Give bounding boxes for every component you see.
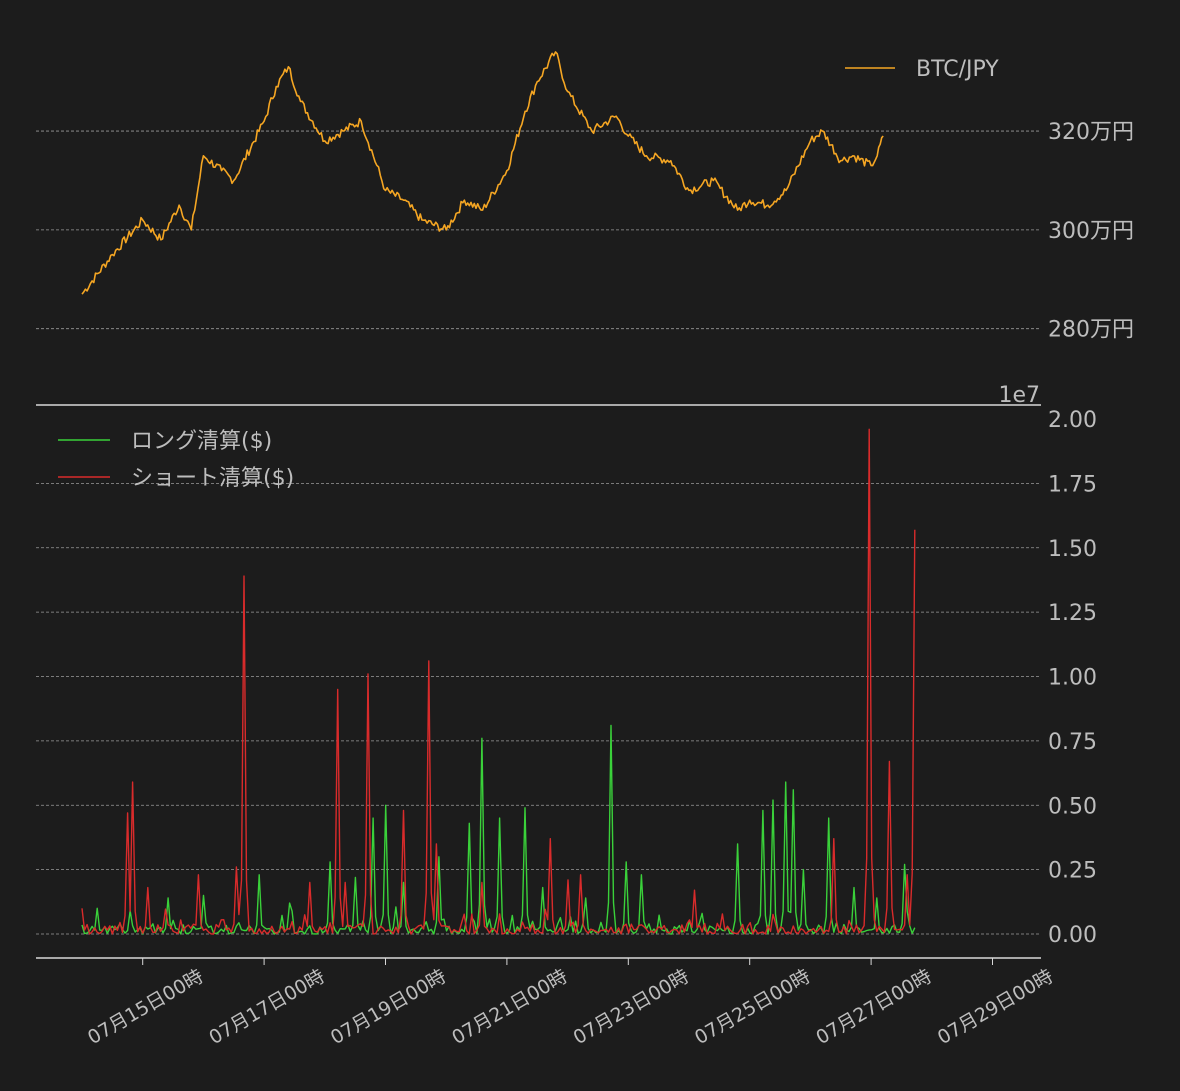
- btc-jpy-price-line: [81, 51, 884, 295]
- x-tick-label: 07月17日00時: [205, 965, 328, 1049]
- y-offset-label: 1e7: [998, 383, 1040, 408]
- liquidation-y-tick-label: 2.00: [1048, 408, 1097, 433]
- x-tick-label: 07月29日00時: [934, 965, 1057, 1049]
- liquidation-y-tick-label: 0.50: [1048, 794, 1097, 819]
- price-y-tick-label: 320万円: [1048, 120, 1134, 145]
- liquidation-y-tick-label: 1.00: [1048, 666, 1097, 691]
- x-tick-label: 07月25日00時: [691, 965, 814, 1049]
- liquidation-y-tick-label: 0.00: [1048, 923, 1097, 948]
- price-legend: BTC/JPY: [845, 57, 999, 82]
- liquidation-y-tick-label: 0.25: [1048, 859, 1097, 884]
- liquidation-gridlines: [36, 482, 1040, 935]
- liquidation-y-tick-label: 1.25: [1048, 601, 1097, 626]
- long-legend-label: ロング清算($): [131, 429, 272, 454]
- liquidation-legend: ロング清算($) ショート清算($): [58, 429, 294, 491]
- short-legend-label: ショート清算($): [131, 466, 294, 491]
- short-liquidation-line: [81, 428, 916, 935]
- liquidation-y-ticks: 0.00 0.25 0.50 0.75 1.00 1.25 1.50 1.75 2.00: [1048, 408, 1097, 948]
- price-gridlines: [36, 130, 1040, 330]
- x-tick-label: 07月23日00時: [570, 965, 693, 1049]
- x-tick-label: 07月27日00時: [812, 965, 935, 1049]
- liquidation-y-tick-label: 1.75: [1048, 472, 1097, 497]
- x-ticks: 07月15日00時07月17日00時07月19日00時07月21日00時07月2…: [84, 958, 1057, 1049]
- btc-jpy-legend-label: BTC/JPY: [916, 57, 999, 82]
- liquidation-y-tick-label: 1.50: [1048, 537, 1097, 562]
- x-tick-label: 07月21日00時: [448, 965, 571, 1049]
- price-y-ticks: 280万円 300万円 320万円: [1048, 120, 1134, 343]
- price-y-tick-label: 280万円: [1048, 318, 1134, 343]
- liquidation-y-tick-label: 0.75: [1048, 730, 1097, 755]
- x-tick-label: 07月15日00時: [84, 965, 207, 1049]
- price-y-tick-label: 300万円: [1048, 219, 1134, 244]
- long-liquidation-line: [81, 724, 916, 935]
- x-tick-label: 07月19日00時: [327, 965, 450, 1049]
